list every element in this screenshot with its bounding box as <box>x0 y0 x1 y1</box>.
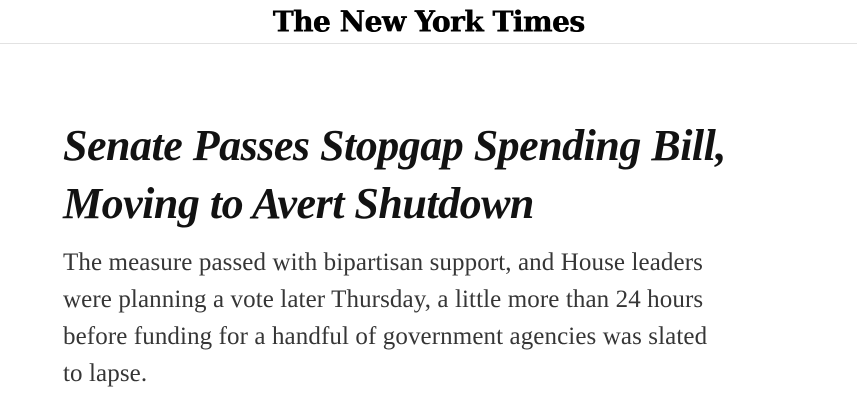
article-header: Senate Passes Stopgap Spending Bill, Mov… <box>0 44 857 392</box>
article-summary: The measure passed with bipartisan suppo… <box>63 244 805 392</box>
nyt-logo[interactable]: The New York Times <box>272 3 585 39</box>
summary-line-2: were planning a vote later Thursday, a l… <box>63 286 704 313</box>
summary-line-3: before funding for a handful of governme… <box>63 323 708 350</box>
headline-line-2: Moving to Avert Shutdown <box>63 179 534 228</box>
article-headline: Senate Passes Stopgap Spending Bill, Mov… <box>63 117 805 233</box>
masthead: The New York Times <box>0 0 857 44</box>
headline-line-1: Senate Passes Stopgap Spending Bill, <box>63 121 726 170</box>
summary-line-1: The measure passed with bipartisan suppo… <box>63 249 703 276</box>
summary-line-4: to lapse. <box>63 360 148 387</box>
